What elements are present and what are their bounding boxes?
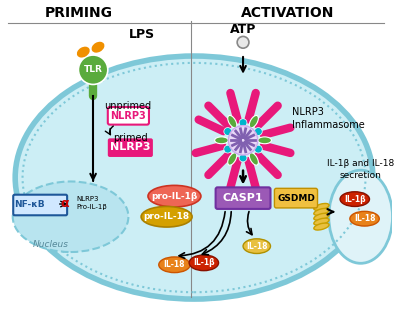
Ellipse shape <box>243 239 270 253</box>
Ellipse shape <box>215 137 228 144</box>
Text: IL-18: IL-18 <box>246 242 268 251</box>
Text: IL-1β: IL-1β <box>344 195 366 204</box>
Ellipse shape <box>141 207 192 227</box>
Ellipse shape <box>92 42 104 53</box>
Circle shape <box>224 128 232 135</box>
Ellipse shape <box>77 47 90 58</box>
FancyBboxPatch shape <box>108 138 153 157</box>
Text: NLRP3
Inflammasome: NLRP3 Inflammasome <box>292 107 365 130</box>
Ellipse shape <box>314 223 329 230</box>
Ellipse shape <box>314 208 329 215</box>
Text: LPS: LPS <box>129 28 156 41</box>
Ellipse shape <box>350 211 379 226</box>
Text: PRIMING: PRIMING <box>44 6 112 20</box>
Ellipse shape <box>189 255 218 271</box>
Text: TLR: TLR <box>84 65 102 74</box>
Ellipse shape <box>329 170 392 263</box>
Ellipse shape <box>340 192 370 207</box>
Text: unprimed: unprimed <box>104 101 151 111</box>
Ellipse shape <box>159 257 190 273</box>
Ellipse shape <box>148 185 201 207</box>
Ellipse shape <box>249 115 258 128</box>
Circle shape <box>224 145 232 153</box>
FancyBboxPatch shape <box>108 107 149 125</box>
Text: ACTIVATION: ACTIVATION <box>240 6 334 20</box>
Circle shape <box>237 36 249 48</box>
Ellipse shape <box>314 218 329 225</box>
Ellipse shape <box>314 213 329 220</box>
Text: NLRP3: NLRP3 <box>110 111 146 121</box>
Ellipse shape <box>249 153 258 165</box>
FancyBboxPatch shape <box>274 188 318 208</box>
Ellipse shape <box>258 137 272 144</box>
Text: IL-1β: IL-1β <box>193 258 215 267</box>
Text: GSDMD: GSDMD <box>277 194 315 203</box>
Circle shape <box>254 128 262 135</box>
Text: pro-IL-1β: pro-IL-1β <box>151 192 198 201</box>
Text: ATP: ATP <box>230 23 256 36</box>
Ellipse shape <box>228 115 237 128</box>
Text: IL-1β and IL-18
secretion: IL-1β and IL-18 secretion <box>327 159 394 180</box>
Text: IL-18: IL-18 <box>354 214 375 223</box>
Text: pro-IL-18: pro-IL-18 <box>144 212 190 221</box>
Text: CASP1: CASP1 <box>223 193 263 203</box>
Text: α: α <box>60 197 69 210</box>
Circle shape <box>78 55 108 85</box>
Text: NF-κB: NF-κB <box>14 201 45 210</box>
FancyBboxPatch shape <box>216 187 270 209</box>
Circle shape <box>228 126 258 155</box>
Text: NLRP3
Pro-IL-1β: NLRP3 Pro-IL-1β <box>76 196 107 210</box>
Circle shape <box>254 145 262 153</box>
FancyBboxPatch shape <box>13 195 67 215</box>
Ellipse shape <box>314 203 329 211</box>
Text: Nucleus: Nucleus <box>33 240 69 249</box>
Text: primed: primed <box>113 133 148 143</box>
Ellipse shape <box>15 56 373 299</box>
Circle shape <box>239 154 247 162</box>
Ellipse shape <box>13 182 128 252</box>
Text: NLRP3: NLRP3 <box>110 142 150 152</box>
Text: IL-18: IL-18 <box>164 260 185 269</box>
Ellipse shape <box>228 153 237 165</box>
Circle shape <box>239 119 247 127</box>
